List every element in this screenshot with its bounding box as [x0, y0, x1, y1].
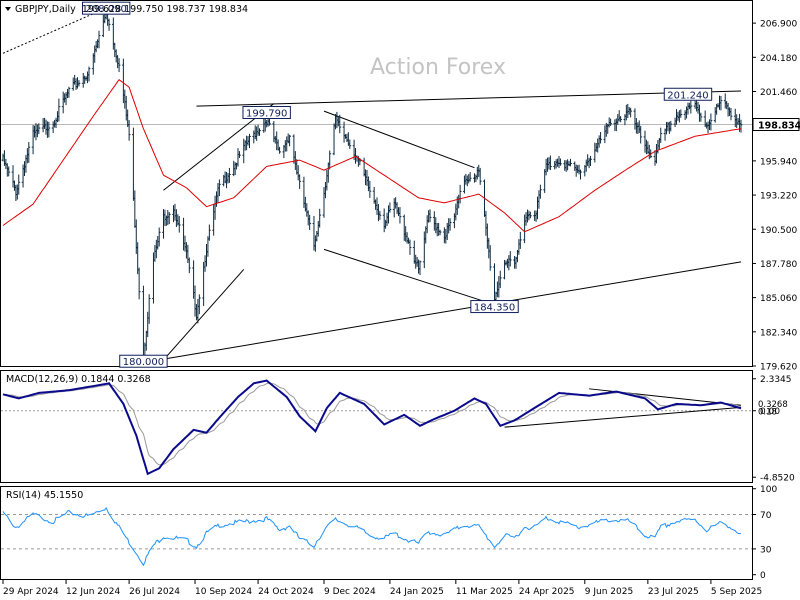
price-annotation: 184.350 — [470, 300, 519, 314]
annotation-label: 184.350 — [474, 303, 515, 314]
x-tick-label: 23 Jul 2025 — [648, 587, 699, 597]
x-axis: 29 Apr 2024 12 Jun 2024 26 Jul 2024 10 Sep … — [2, 580, 762, 597]
price-annotation: 208.090 — [81, 1, 131, 15]
price-annotation: 199.790 — [242, 105, 291, 119]
price-annotation: 201.240 — [663, 87, 713, 101]
x-tick-label: 29 Apr 2024 — [3, 587, 59, 597]
price-annotations: 208.090 199.790 201.240 184.350 180.000 — [81, 1, 713, 368]
price-y-tick-label: 187.780 — [760, 260, 797, 270]
price-y-tick-label: 206.900 — [760, 20, 797, 30]
x-tick-label: 12 Jun 2024 — [66, 587, 120, 597]
current-price-label: 198.834 — [758, 121, 800, 132]
macd-current-value: 0.3268 — [758, 400, 788, 410]
x-tick-label: 9 Dec 2024 — [324, 587, 376, 597]
rsi-y-axis: 100 70 30 0 — [752, 485, 777, 581]
moving-average-line — [2, 79, 742, 233]
annotation-label: 180.000 — [123, 357, 164, 368]
annotation-box — [81, 1, 131, 15]
rsi-levels — [1, 514, 752, 550]
x-tick-label: 10 Sep 2024 — [195, 587, 252, 597]
x-tick-label: 24 Oct 2024 — [258, 587, 314, 597]
x-tick-label: 24 Jan 2025 — [390, 587, 444, 597]
rsi-y-tick-label: 70 — [760, 511, 772, 521]
rsi-panel: 100 70 30 0 RSI(14) 45.1550 — [1, 485, 777, 581]
trendline-rising-channel-bottom — [163, 269, 245, 361]
current-price-marker: 198.834 — [752, 118, 800, 132]
trendline-upper-channel — [196, 90, 742, 107]
price-y-tick-label: 195.940 — [760, 157, 797, 167]
watermark: Action Forex — [370, 55, 506, 80]
price-y-tick-label: 201.460 — [760, 88, 797, 98]
dropdown-triangle-icon[interactable] — [5, 7, 11, 11]
trendline-falling-channel-bottom — [323, 248, 495, 306]
macd-main-line — [2, 379, 742, 476]
rsi-y-tick-label: 100 — [760, 485, 777, 495]
symbol-header: GBPJPY,Daily 199.628 199.750 198.737 198… — [5, 4, 248, 15]
x-tick-label: 26 Jul 2024 — [129, 587, 180, 597]
price-panel-frame — [0, 0, 753, 367]
price-y-tick-label: 185.060 — [760, 294, 797, 304]
current-price-box — [752, 118, 800, 132]
rsi-header: RSI(14) 45.1550 — [6, 490, 83, 501]
rsi-line — [2, 507, 741, 567]
macd-header: MACD(12,26,9) 0.1844 0.3268 — [6, 374, 151, 385]
price-y-tick-label: 204.180 — [760, 54, 797, 64]
macd-y-tick-label: 0.00 — [760, 407, 780, 417]
annotation-label: 199.790 — [246, 108, 287, 119]
macd-y-tick-label: -4.8520 — [760, 474, 795, 484]
price-y-tick-label: 182.340 — [760, 328, 797, 338]
price-y-axis: 206.900 204.180 201.460 195.940 193.220 190.5… — [752, 20, 800, 373]
annotation-box — [242, 105, 291, 119]
rsi-panel-frame — [0, 486, 753, 580]
x-tick-label: 5 Sep 2025 — [711, 587, 762, 597]
x-tick-label: 24 Apr 2025 — [519, 587, 575, 597]
x-tick-label: 9 Jun 2025 — [585, 587, 633, 597]
annotation-box — [119, 354, 168, 368]
rsi-y-tick-label: 0 — [760, 571, 766, 581]
trendline-dotted-rise — [2, 7, 107, 54]
x-tick-label: 11 Mar 2025 — [456, 587, 513, 597]
annotation-box — [663, 87, 713, 101]
macd-y-tick-label: 2.3345 — [760, 375, 792, 385]
price-y-tick-label: 179.620 — [760, 363, 797, 373]
trendline-lower-channel — [143, 261, 742, 363]
annotation-label: 208.090 — [85, 4, 126, 15]
macd-current-value: 0.18 — [758, 408, 777, 418]
macd-panel-frame — [0, 370, 753, 483]
annotation-box — [470, 300, 519, 314]
macd-trendline-macd-bottom — [504, 406, 742, 428]
rsi-y-tick-label: 30 — [760, 545, 772, 555]
price-y-tick-label: 193.220 — [760, 192, 797, 202]
price-y-tick-label: 190.500 — [760, 226, 797, 236]
trendline-falling-channel-top — [323, 110, 475, 169]
price-annotation: 180.000 — [119, 354, 168, 368]
price-panel: Action Forex 208.090 199.790 201.240 184.35… — [1, 1, 800, 373]
annotation-label: 201.240 — [667, 90, 708, 101]
symbol-ohlc-text: GBPJPY,Daily 199.628 199.750 198.737 198… — [15, 4, 248, 15]
